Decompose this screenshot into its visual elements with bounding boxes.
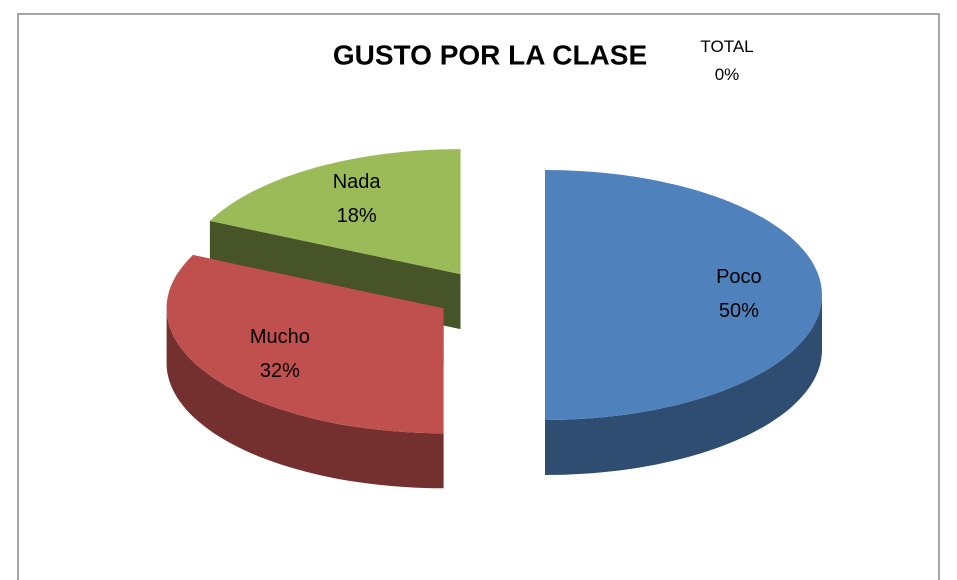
category-label: Mucho xyxy=(250,326,310,348)
data-label: TOTAL 0% xyxy=(700,37,753,84)
chart-title: GUSTO POR LA CLASE xyxy=(333,39,647,70)
data-label: Mucho 32% xyxy=(250,326,310,382)
slice-outer-wall xyxy=(166,308,444,489)
value-label: 50% xyxy=(719,300,759,322)
pie-slice xyxy=(545,170,822,475)
data-label: Nada 18% xyxy=(333,172,382,228)
category-label: Nada xyxy=(333,172,382,194)
value-label: 18% xyxy=(337,206,377,228)
slice-top xyxy=(545,170,822,420)
category-label: Poco xyxy=(716,266,762,288)
value-label: 32% xyxy=(260,360,300,382)
pie-slice xyxy=(166,255,444,489)
value-label: 0% xyxy=(715,65,740,84)
slice-outer-wall xyxy=(545,295,822,475)
category-label: TOTAL xyxy=(700,37,753,56)
slice-top xyxy=(209,149,461,275)
data-label: Poco 50% xyxy=(716,266,762,322)
slice-top xyxy=(166,255,444,434)
